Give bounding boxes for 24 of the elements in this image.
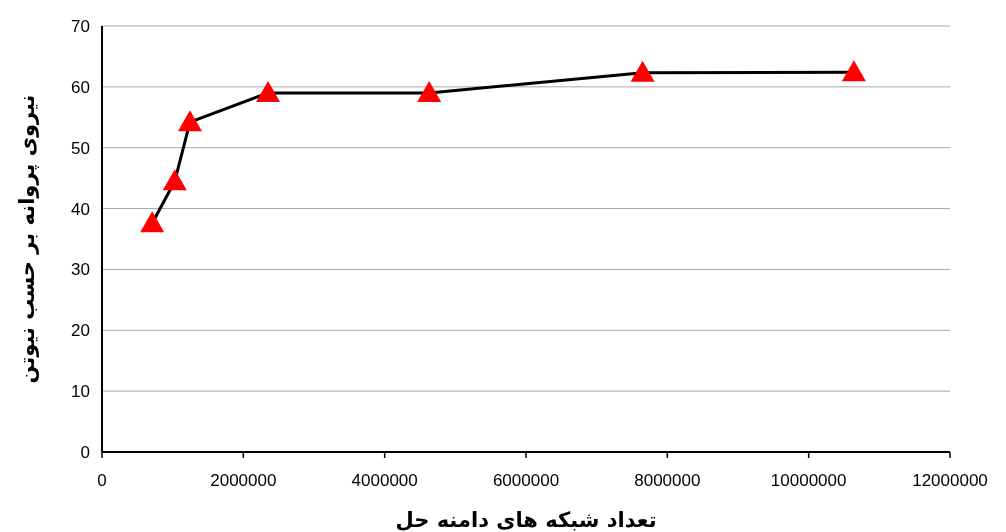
x-axis-title: تعداد شبکه های دامنه حل xyxy=(395,508,657,532)
point xyxy=(841,60,866,82)
y-tick-label: 20 xyxy=(71,321,90,341)
y-axis-title: نیروی پروانه بر حسب نیوتن xyxy=(15,94,39,384)
x-tick-label: 2000000 xyxy=(210,471,277,490)
y-tick-label: 0 xyxy=(80,443,90,462)
point xyxy=(256,80,281,102)
point xyxy=(630,60,655,82)
x-tick-label: 10000000 xyxy=(770,471,847,490)
x-tick-label: 12000000 xyxy=(912,471,988,490)
y-tick-label: 60 xyxy=(71,77,90,97)
x-tick-label: 4000000 xyxy=(351,471,418,490)
y-tick-label: 30 xyxy=(71,260,90,280)
point xyxy=(140,211,165,233)
point xyxy=(162,169,187,191)
y-tick-label: 10 xyxy=(71,382,90,402)
x-tick-label: 6000000 xyxy=(492,471,560,490)
x-tick-label: 8000000 xyxy=(634,471,701,490)
point xyxy=(177,110,202,132)
y-tick-label: 40 xyxy=(71,199,90,219)
y-tick-label: 70 xyxy=(71,17,90,36)
x-tick-label: 0 xyxy=(97,471,107,490)
point xyxy=(417,80,442,102)
y-tick-label: 50 xyxy=(71,138,90,158)
